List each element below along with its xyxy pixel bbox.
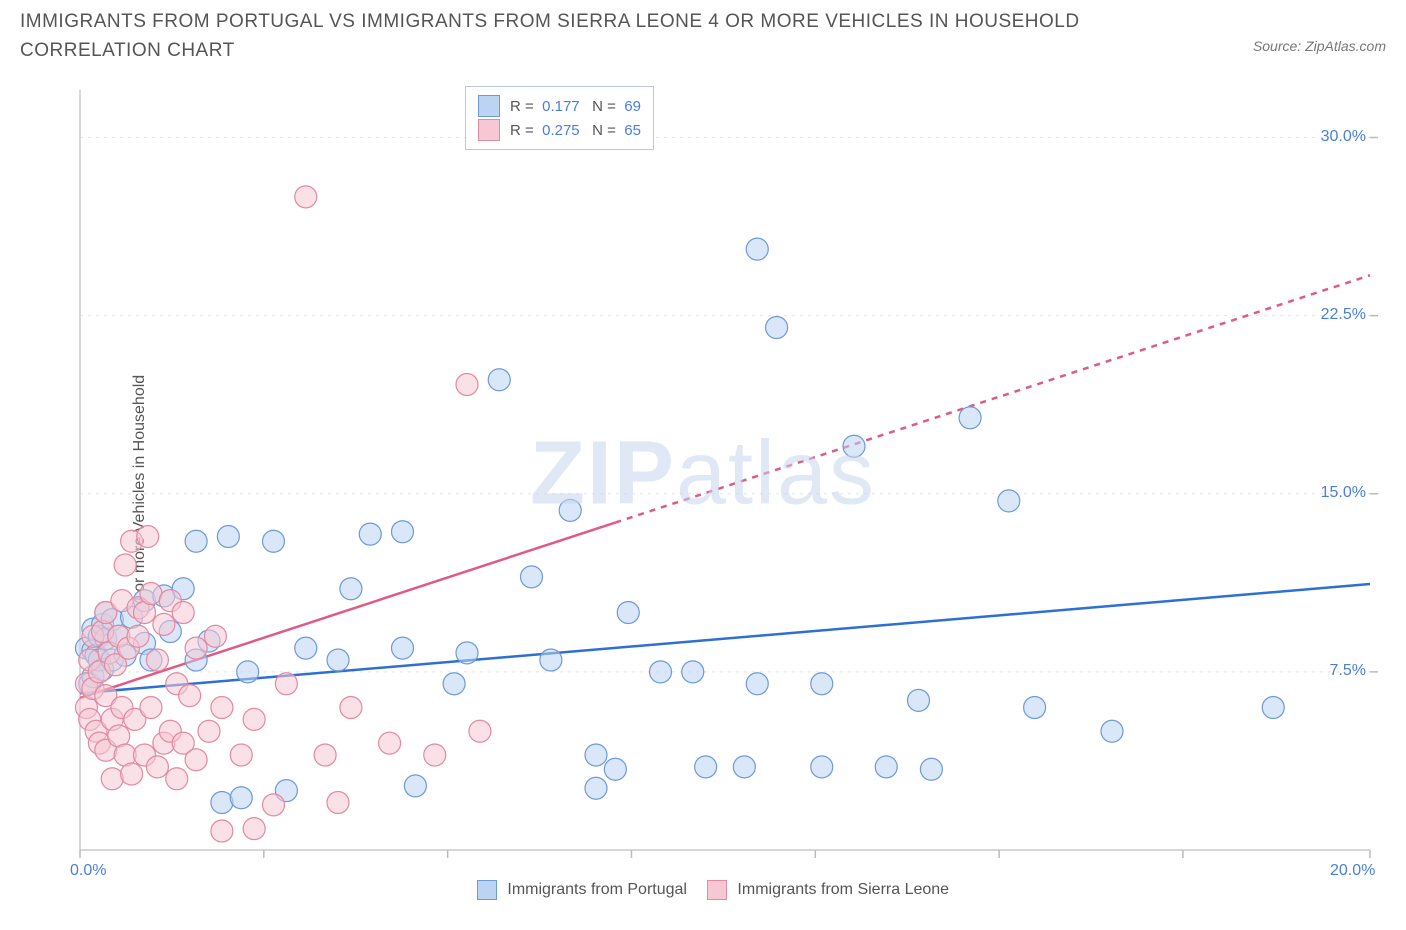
x-tick-label: 0.0% [70, 862, 106, 880]
legend-label: Immigrants from Sierra Leone [733, 881, 949, 898]
legend-swatch [707, 880, 727, 900]
y-tick-label: 7.5% [1330, 662, 1366, 680]
stats-legend: R = 0.177 N = 69R = 0.275 N = 65 [465, 86, 654, 150]
chart-title: IMMIGRANTS FROM PORTUGAL VS IMMIGRANTS F… [20, 8, 1120, 65]
series-legend: Immigrants from Portugal Immigrants from… [20, 880, 1386, 900]
legend-label: Immigrants from Portugal [503, 881, 687, 898]
y-tick-label: 15.0% [1321, 484, 1366, 502]
chart-area: 4 or more Vehicles in Household ZIPatlas… [20, 80, 1386, 900]
source-label: Source: ZipAtlas.com [1253, 38, 1386, 54]
legend-swatch [477, 880, 497, 900]
y-tick-label: 22.5% [1321, 306, 1366, 324]
scatter-plot [20, 80, 1386, 900]
x-tick-label: 20.0% [1330, 862, 1375, 880]
y-tick-label: 30.0% [1321, 128, 1366, 146]
